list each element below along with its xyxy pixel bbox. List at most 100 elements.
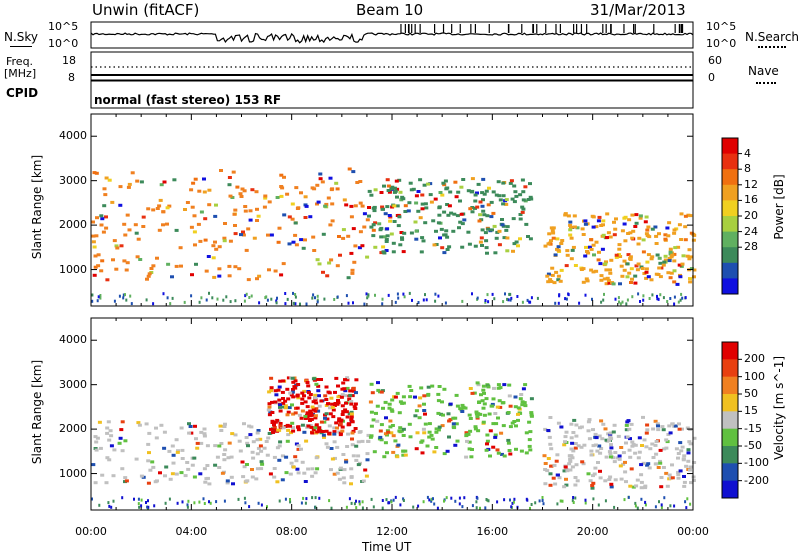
scatter-cell xyxy=(390,398,395,402)
scatter-cell xyxy=(403,449,408,453)
scatter-cell xyxy=(350,268,355,272)
scatter-cell xyxy=(641,250,646,254)
scatter-cell xyxy=(276,428,281,432)
scatter-cell xyxy=(159,183,164,187)
scatter-cell xyxy=(500,223,505,227)
scatter-cell xyxy=(255,219,259,222)
noise-cell xyxy=(458,496,461,500)
scatter-cell xyxy=(351,227,356,231)
noise-cell xyxy=(604,499,607,503)
scatter-cell xyxy=(670,253,675,257)
scatter-cell xyxy=(328,223,333,227)
nave-tick-bottom: 0 xyxy=(708,71,715,84)
scatter-cell xyxy=(432,450,437,454)
scatter-cell xyxy=(551,231,556,235)
scatter-cell xyxy=(369,225,374,229)
scatter-cell xyxy=(141,225,146,228)
noise-cell xyxy=(361,500,364,504)
scatter-cell xyxy=(658,459,662,463)
noise-cell xyxy=(621,300,624,304)
scatter-cell xyxy=(564,477,568,481)
scatter-cell xyxy=(682,475,686,478)
scatter-cell xyxy=(434,446,439,449)
scatter-cell xyxy=(354,378,359,382)
scatter-cell xyxy=(194,437,198,441)
scatter-cell xyxy=(661,466,666,469)
scatter-cell xyxy=(311,235,316,239)
scatter-cell xyxy=(387,402,392,406)
scatter-cell xyxy=(510,197,515,201)
scatter-cell xyxy=(266,233,270,237)
scatter-cell xyxy=(324,385,329,389)
scatter-cell xyxy=(321,433,326,437)
noise-cell xyxy=(316,294,319,298)
scatter-cell xyxy=(485,251,489,255)
scatter-cell xyxy=(440,193,445,197)
scatter-cell xyxy=(291,429,296,433)
scatter-cell xyxy=(269,427,273,431)
scatter-cell xyxy=(151,465,156,469)
scatter-cell xyxy=(223,422,227,426)
scatter-cell xyxy=(590,486,595,490)
scatter-cell xyxy=(624,423,629,427)
scatter-cell xyxy=(589,453,594,457)
scatter-cell xyxy=(277,398,282,402)
scatter-cell xyxy=(423,412,427,416)
y-tick-label: 4000 xyxy=(59,333,87,347)
scatter-cell xyxy=(257,274,262,278)
scatter-cell xyxy=(349,418,354,422)
scatter-cell xyxy=(222,239,227,243)
scatter-cell xyxy=(227,264,232,268)
scatter-cell xyxy=(589,247,594,251)
noise-cell xyxy=(504,292,506,296)
scatter-cell xyxy=(644,215,649,219)
noise-cell xyxy=(487,300,490,304)
scatter-cell xyxy=(497,243,502,247)
scatter-cell xyxy=(491,397,496,401)
scatter-cell xyxy=(414,229,419,233)
scatter-cell xyxy=(358,180,363,183)
scatter-cell xyxy=(650,255,655,259)
scatter-cell xyxy=(389,431,394,435)
scatter-cell xyxy=(105,431,110,435)
scatter-cell xyxy=(164,465,169,469)
scatter-cell xyxy=(556,248,561,252)
colorbar-tick-label: 8 xyxy=(744,162,751,176)
scatter-cell xyxy=(398,243,403,247)
power-panel xyxy=(91,114,738,306)
scatter-cell xyxy=(645,423,650,427)
scatter-cell xyxy=(313,409,318,413)
scatter-cell xyxy=(593,432,598,436)
noise-cell xyxy=(507,298,510,302)
scatter-cell xyxy=(553,253,558,257)
scatter-cell xyxy=(259,460,264,464)
noise-cell xyxy=(411,298,413,302)
scatter-cell xyxy=(386,189,391,192)
scatter-cell xyxy=(246,444,250,448)
noise-cell xyxy=(394,495,397,499)
scatter-cell xyxy=(324,202,329,206)
noise-cell xyxy=(124,293,126,297)
scatter-cell xyxy=(324,398,329,401)
noise-cell xyxy=(381,302,384,306)
scatter-cell xyxy=(388,425,393,429)
x-tick-label: 12:00 xyxy=(376,525,408,538)
scatter-cell xyxy=(466,432,471,436)
scatter-cell xyxy=(92,245,97,249)
scatter-cell xyxy=(571,431,576,434)
scatter-cell xyxy=(615,456,620,460)
scatter-cell xyxy=(565,469,570,473)
scatter-cell xyxy=(371,223,376,227)
noise-cell xyxy=(122,296,125,300)
x-tick-label: 04:00 xyxy=(175,525,208,538)
noise-cell xyxy=(193,501,196,505)
power-ylabel: Slant Range [km] xyxy=(30,154,44,260)
scatter-cell xyxy=(233,232,238,236)
noise-cell xyxy=(600,300,603,304)
scatter-cell xyxy=(368,435,373,439)
scatter-cell xyxy=(262,205,267,209)
scatter-cell xyxy=(608,452,613,456)
scatter-cell xyxy=(342,387,347,391)
noise-cell xyxy=(487,499,490,503)
scatter-cell xyxy=(520,210,525,214)
